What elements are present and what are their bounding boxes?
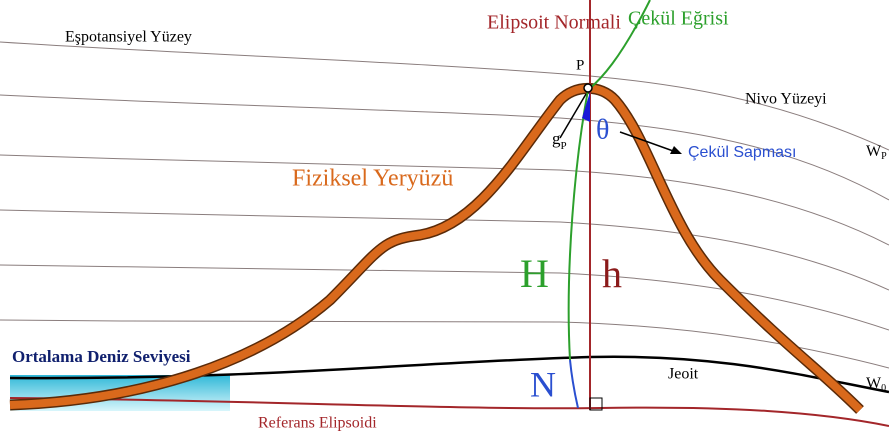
label: h (602, 251, 622, 296)
label: Ortalama Deniz Seviyesi (12, 347, 191, 366)
label: P (576, 57, 584, 73)
label: Elipsoit Normali (487, 12, 621, 34)
label: Referans Elipsoidi (258, 415, 377, 432)
label: W0 (866, 375, 886, 395)
plumb-line (567, 0, 651, 361)
arrowhead (670, 146, 682, 154)
level-line (0, 209, 889, 291)
terrain (9, 84, 863, 413)
label: Çekül Eğrisi (628, 8, 729, 30)
label: H (520, 251, 549, 296)
level-surfaces (0, 41, 889, 369)
level-line (0, 94, 889, 201)
level-line (0, 154, 889, 246)
level-line (0, 264, 889, 331)
deflection-angle (582, 92, 590, 122)
label: Eşpotansiyel Yüzey (65, 29, 192, 46)
label: θ (596, 114, 609, 145)
arrow (619, 131, 677, 153)
label: gP (552, 129, 567, 152)
ellipsoid-line (9, 397, 889, 427)
point-p (583, 83, 593, 93)
label: Çekül Sapması (688, 144, 797, 161)
label: Nivo Yüzeyi (745, 91, 827, 108)
level-line (0, 41, 889, 151)
label: Fiziksel Yeryüzü (292, 166, 453, 192)
right-angle (589, 397, 603, 411)
label: WP (866, 143, 887, 163)
label: Jeoit (668, 366, 699, 383)
gravity-vector (559, 93, 587, 139)
label: N (530, 364, 556, 404)
geoid-undulation-line (569, 359, 579, 409)
